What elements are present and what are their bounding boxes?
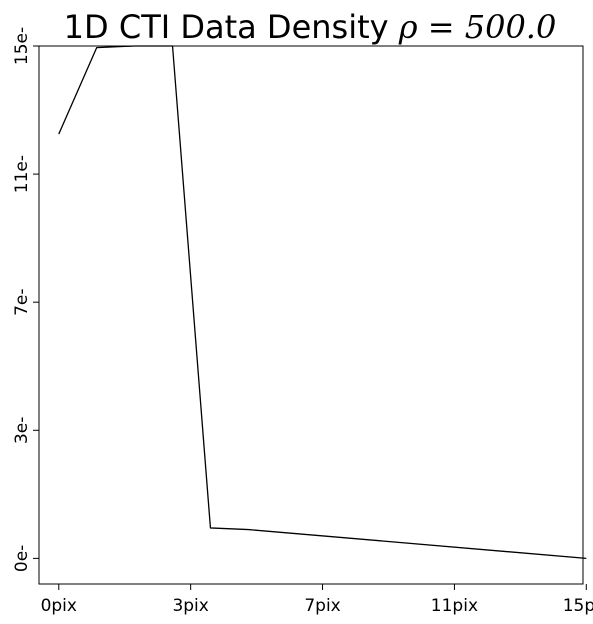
series-line xyxy=(58,45,587,560)
x-tick-label: 3pix xyxy=(172,596,208,616)
y-tick-label: 15e- xyxy=(12,27,32,65)
chart-title-prefix: 1D CTI Data Density xyxy=(64,8,399,46)
chart-title: 1D CTI Data Density ρ = 500.0 xyxy=(64,8,557,46)
y-tick-label: 7e- xyxy=(12,288,32,315)
plot-area: 0pix 3pix 7pix 11pix 15pix 0e- 3e- 7e- 11e- 15e- xyxy=(12,27,593,616)
y-tick-label: 0e- xyxy=(12,545,32,572)
plot-frame xyxy=(38,45,584,585)
x-tick-label: 7pix xyxy=(304,596,340,616)
x-tick-label: 11pix xyxy=(431,596,478,616)
y-tick-label: 3e- xyxy=(12,417,32,444)
x-tick-label: 0pix xyxy=(41,596,77,616)
x-tick-label: 15pix xyxy=(563,596,593,616)
y-tick-label: 11e- xyxy=(12,155,32,193)
chart-title-math: ρ = 500.0 xyxy=(398,8,557,46)
